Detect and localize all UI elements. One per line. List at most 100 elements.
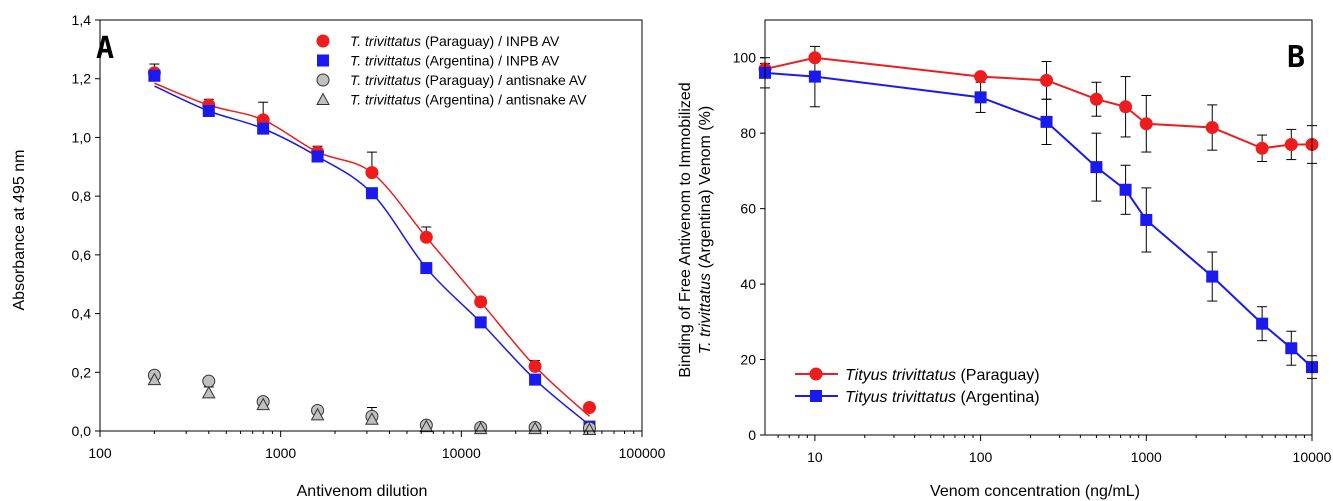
panel-b-markers (758, 51, 1319, 374)
panel-b-point (808, 51, 822, 65)
panel-a-legend-label-italic: T. trivittatus (350, 92, 421, 108)
panel-a-fit-curve (154, 85, 590, 426)
panel-b-y-tick-label: 80 (740, 125, 756, 141)
panel-b-point (1140, 213, 1153, 226)
panel-a-y-tick-label: 1,0 (72, 129, 92, 145)
panel-b-point (974, 70, 988, 84)
panel-a-point (582, 422, 597, 436)
panel-a-y-tick-label: 1,4 (72, 12, 92, 28)
panel-a-point (310, 407, 325, 421)
panel-a-legend: T. trivittatus (Paraguay) / INPB AVT. tr… (316, 33, 587, 108)
panel-a-point (147, 372, 162, 386)
panel-a-point (148, 69, 161, 82)
panel-a-legend-marker (316, 34, 330, 48)
panel-b-x-tick-label: 10 (807, 449, 823, 465)
panel-a-point (474, 295, 488, 309)
panel-a-frame (99, 19, 643, 432)
panel-a-error-bars (149, 63, 541, 426)
panel-b-legend-label-italic: Tityus trivittatus (845, 389, 956, 406)
panel-b-point (1256, 317, 1269, 330)
panel-a-legend-label: T. trivittatus (Argentina) / antisnake A… (350, 92, 587, 108)
panel-b-point (974, 91, 987, 104)
panel-a-legend-label-rest: (Argentina) / INPB AV (421, 53, 560, 69)
panel-a-legend-label-rest: (Paraguay) / antisnake AV (421, 72, 587, 88)
panel-b-legend-label-italic: Tityus trivittatus (845, 367, 956, 384)
panel-b-x-tick-label: 100 (969, 449, 993, 465)
panel-b-point (1119, 100, 1133, 114)
panel-a-point (365, 187, 378, 200)
panel-b-point (1040, 115, 1053, 128)
panel-a-legend-label-italic: T. trivittatus (350, 33, 421, 49)
panel-a-legend-label-italic: T. trivittatus (350, 72, 421, 88)
panel-b-y-tick-label: 60 (740, 201, 756, 217)
panel-b-point (808, 70, 821, 83)
panel-a-point (311, 150, 324, 163)
panel-a-y-tick-label: 0,8 (72, 188, 92, 204)
panel-b-letter: B (1287, 40, 1305, 75)
panel-a-fit-curve (154, 82, 590, 417)
panel-b-y-tick-label: 100 (733, 50, 757, 66)
panel-b-legend-label: Tityus trivittatus (Argentina) (845, 389, 1040, 406)
panel-b-x-axis-label: Venom concentration (ng/mL) (930, 483, 1140, 500)
panel-b-point (1090, 161, 1103, 174)
panel-a-legend-label-rest: (Argentina) / antisnake AV (421, 92, 587, 108)
panel-b-legend-label-rest: (Paraguay) (956, 367, 1040, 384)
panel-b-x-tick-label: 10000 (1293, 449, 1332, 465)
panel-b-point (1206, 270, 1219, 283)
panel-a-y-axis-label: Absorbance at 495 nm (11, 150, 28, 311)
panel-b-point (1284, 138, 1298, 151)
panel-b-y-tick-label: 0 (748, 427, 756, 443)
panel-b-point (1139, 117, 1153, 131)
panel-a-point (420, 262, 433, 275)
panel-b-error-bars (760, 45, 1317, 379)
panel-a-legend-label: T. trivittatus (Paraguay) / INPB AV (350, 33, 560, 49)
panel-b-legend-marker (809, 367, 823, 381)
panel-a-point (419, 419, 434, 433)
panel-a-legend-label-italic: T. trivittatus (350, 53, 421, 69)
panel-a-point (202, 374, 216, 388)
panel-a-markers (147, 66, 597, 436)
panel-a-legend-marker (317, 54, 329, 67)
panel-a-legend-marker (316, 73, 330, 87)
panel-b-y-tick-label: 20 (740, 352, 756, 368)
panel-a-point (257, 122, 270, 135)
panel-b-legend-label-rest: (Argentina) (956, 389, 1040, 406)
panel-a-point (528, 359, 542, 373)
panel-a-y-tick-label: 0,6 (72, 247, 92, 263)
panel-a-point (256, 397, 271, 411)
panel-b-y-tick-label: 40 (740, 276, 756, 292)
panel-a-point (582, 401, 596, 415)
panel-a-x-tick-label: 100000 (619, 445, 666, 461)
panel-b-point (1119, 183, 1132, 196)
panel-a-y-tick-label: 0,4 (72, 306, 92, 322)
panel-a-legend-marker (316, 92, 330, 105)
panel-b-lines (764, 56, 1313, 368)
panel-b-y-axis-label: Binding of Free Antivenom to Immobilized… (677, 82, 714, 377)
panel-b-point (1255, 141, 1269, 155)
panel-a-y-tick-label: 0,2 (72, 364, 92, 380)
panel-a-point (201, 385, 216, 399)
panel-a-y-tick-label: 0,0 (72, 423, 92, 439)
panel-a-point (529, 373, 542, 386)
panel-b-point (1089, 92, 1103, 106)
panel-a-x-tick-label: 100 (88, 445, 112, 461)
panel-a-point (202, 105, 215, 118)
panel-a-point (365, 412, 379, 425)
panel-b-y-axis-label-line2: T. trivittatus (Argentina) Venom (%) (697, 106, 714, 354)
panel-a-x-tick-label: 10000 (442, 445, 481, 461)
panel-a-point (419, 230, 433, 244)
panel-b-point (1205, 121, 1219, 135)
panel-a-legend-label: T. trivittatus (Paraguay) / antisnake AV (350, 72, 587, 88)
panel-a-legend-label: T. trivittatus (Argentina) / INPB AV (350, 53, 560, 69)
panel-a-y-tick-label: 1,2 (72, 71, 92, 87)
panel-b-point (1040, 73, 1054, 87)
panel-b-legend-marker (810, 390, 822, 402)
panel-b-legend: Tityus trivittatus (Paraguay)Tityus triv… (795, 367, 1040, 406)
panel-a: 0,0 0,2 0,4 0,6 0,8 1,0 1,2 1,4 100 1000 10000 1000… (11, 12, 666, 500)
panel-b-y-axis-label-line1: Binding of Free Antivenom to Immobilized (677, 82, 694, 377)
panel-a-letter: A (96, 31, 114, 66)
panel-b-x-tick-label: 1000 (1131, 449, 1162, 465)
panel-a-point (474, 316, 487, 329)
panel-b-legend-label: Tityus trivittatus (Paraguay) (845, 367, 1040, 384)
